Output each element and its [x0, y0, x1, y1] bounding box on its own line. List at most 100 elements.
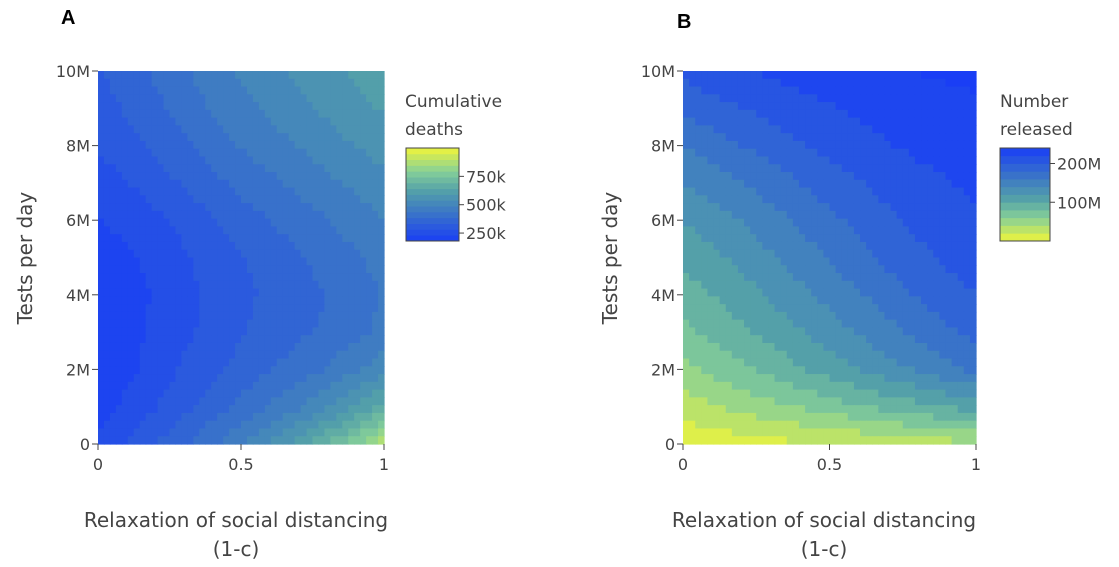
panel-b-contour-cell — [798, 420, 806, 430]
panel-a-contour-cell — [360, 218, 367, 228]
panel-a-contour-cell — [270, 78, 278, 88]
panel-a-contour-cell — [378, 249, 385, 259]
panel-b-contour-cell — [945, 319, 953, 329]
panel-a-contour-cell — [276, 71, 284, 80]
panel-a-contour-cell — [103, 405, 111, 414]
panel-b-contour-cell — [945, 102, 953, 111]
panel-b-contour-cell — [725, 172, 733, 181]
panel-b-contour-cell — [823, 226, 831, 235]
panel-b-contour-cell — [713, 420, 721, 430]
panel-a-contour-cell — [324, 311, 331, 321]
panel-b-contour-cell — [896, 428, 904, 437]
panel-a-contour-cell — [378, 397, 385, 406]
panel-b-contour-cell — [774, 296, 782, 305]
panel-a-contour-cell — [187, 280, 194, 290]
panel-b-contour-cell — [939, 203, 947, 212]
panel-a-contour-cell — [223, 420, 230, 430]
panel-b-contour-cell — [908, 187, 916, 196]
panel-b-contour-cell — [817, 389, 824, 398]
panel-a-contour-cell — [294, 405, 302, 414]
panel-b-contour-cell — [707, 102, 715, 111]
panel-a-contour-cell — [169, 117, 177, 126]
panel-a-contour-cell — [217, 350, 224, 360]
panel-a-contour-cell — [276, 249, 284, 259]
panel-b-contour-cell — [957, 226, 965, 235]
panel-a-contour-cell — [330, 140, 337, 150]
panel-b-contour-cell — [847, 133, 855, 142]
panel-b-contour-cell — [872, 319, 879, 329]
panel-b-contour-cell — [725, 241, 733, 251]
panel-b-contour-cell — [725, 319, 733, 329]
panel-b-contour-cell — [719, 164, 727, 173]
panel-a-contour-cell — [348, 71, 355, 80]
panel-a-contour-cell — [354, 179, 361, 189]
panel-a-contour-cell — [217, 335, 224, 344]
panel-b-contour-cell — [835, 102, 843, 111]
panel-b-contour-cell — [719, 179, 727, 189]
panel-b-contour-cell — [878, 366, 886, 375]
panel-b-contour-cell — [713, 265, 721, 274]
panel-b-contour-cell — [762, 265, 770, 274]
panel-a-contour-cell — [342, 156, 349, 165]
panel-b-contour-cell — [927, 319, 934, 329]
panel-b-contour-cell — [762, 78, 770, 88]
panel-b-contour-cell — [829, 187, 837, 196]
panel-a-contour-cell — [252, 304, 260, 313]
panel-a-contour-cell — [324, 288, 331, 297]
panel-a-contour-cell — [151, 117, 159, 126]
panel-a-contour-cell — [163, 327, 171, 336]
panel-a-contour-cell — [115, 172, 123, 181]
panel-b-contour-cell — [835, 389, 843, 398]
panel-a-contour-cell — [288, 397, 296, 406]
panel-a-contour-cell — [211, 273, 218, 282]
panel-a-contour-cell — [342, 218, 349, 228]
panel-a-contour-cell — [372, 125, 379, 134]
panel-b-contour-cell — [969, 335, 977, 344]
panel-b-contour-cell — [798, 405, 806, 414]
panel-b-contour-cell — [683, 436, 690, 445]
panel-a-contour-cell — [235, 265, 242, 274]
panel-b-contour-cell — [835, 148, 843, 158]
panel-b-contour-cell — [957, 203, 965, 212]
panel-b-contour-cell — [902, 273, 910, 282]
panel-a-ytick-label: 4M — [66, 286, 90, 305]
panel-b-contour-cell — [902, 234, 910, 243]
panel-a-contour-cell — [139, 428, 147, 437]
panel-a-contour-cell — [294, 86, 302, 95]
panel-b-contour-cell — [866, 226, 873, 235]
panel-a-contour-cell — [145, 366, 153, 375]
panel-b-contour-cell — [872, 133, 879, 142]
panel-a-contour-cell — [139, 94, 147, 103]
panel-a-contour-cell — [270, 203, 278, 212]
panel-b-contour-cell — [750, 117, 757, 126]
panel-a-contour-cell — [163, 172, 171, 181]
panel-b-contour-cell — [756, 234, 763, 243]
panel-b-contour-cell — [933, 94, 940, 103]
panel-a-contour-cell — [360, 436, 367, 445]
panel-a-contour-cell — [151, 203, 159, 212]
panel-a-contour-cell — [264, 187, 272, 196]
panel-b-contour-cell — [798, 125, 806, 134]
panel-a-contour-cell — [187, 257, 194, 266]
panel-b-contour-cell — [823, 218, 831, 228]
panel-a-contour-cell — [252, 335, 260, 344]
panel-b-contour-cell — [792, 327, 800, 336]
panel-a-contour-cell — [181, 273, 188, 282]
panel-a-contour-cell — [241, 311, 248, 321]
panel-b-contour-cell — [939, 436, 947, 445]
panel-a-contour-cell — [211, 133, 218, 142]
panel-a-contour-cell — [252, 420, 260, 430]
panel-a-contour-cell — [312, 304, 320, 313]
panel-a-contour-cell — [312, 164, 320, 173]
panel-a-contour-cell — [169, 265, 177, 274]
panel-b-contour-cell — [969, 148, 977, 158]
panel-a-ytick-label: 10M — [56, 62, 90, 81]
panel-a-contour-cell — [151, 226, 159, 235]
panel-b-contour-cell — [963, 397, 971, 406]
panel-b-contour-cell — [963, 358, 971, 367]
panel-b-contour-cell — [860, 203, 867, 212]
panel-b-contour-cell — [890, 327, 898, 336]
panel-b-contour-cell — [792, 187, 800, 196]
panel-b-contour-cell — [853, 102, 861, 111]
panel-b-contour-cell — [908, 94, 916, 103]
